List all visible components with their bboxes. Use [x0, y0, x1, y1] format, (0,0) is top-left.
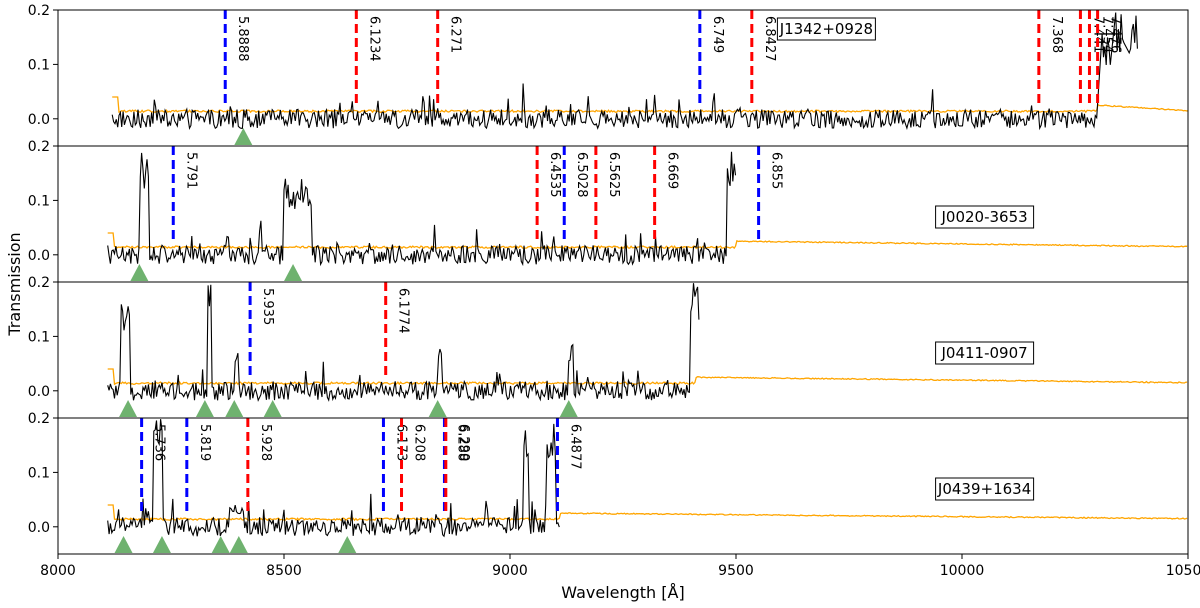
- panel-J1342+0928: 5.8888 6.1234 6.271 6.749 6.8427 7.368 7.4417.…: [28, 3, 1189, 147]
- marker-triangle: [225, 400, 244, 417]
- noise-curve: [107, 368, 1188, 386]
- x-axis-label: Wavelength [Å]: [561, 583, 684, 602]
- marker-triangle: [559, 400, 578, 417]
- quasar-label-box: [935, 477, 1035, 501]
- y-axis-label: Transmission: [5, 232, 24, 336]
- panel-frame: [57, 417, 1189, 555]
- absorber-label: 7.368: [1049, 16, 1064, 53]
- marker-triangle: [263, 400, 282, 417]
- plot-area: [111, 12, 1188, 131]
- y-tick-label: 0.2: [28, 139, 50, 155]
- absorber-label: 7.454: [1099, 16, 1114, 53]
- x-tick-label: 10500: [1166, 563, 1200, 579]
- absorber-label: 7.476: [1108, 16, 1123, 53]
- absorber-label: 6.749: [710, 16, 725, 53]
- absorber-label: 7.441: [1090, 16, 1105, 53]
- marker-triangle: [428, 400, 447, 417]
- absorber-label: 5.736: [152, 424, 167, 461]
- absorber-label: 6.290: [456, 424, 471, 461]
- absorber-label: 6.669: [665, 152, 680, 189]
- y-tick-label: 0.2: [28, 3, 50, 19]
- y-tick-label: 0.0: [28, 112, 50, 128]
- absorber-label: 6.208: [412, 424, 427, 461]
- absorber-label: 6.5625: [606, 152, 621, 198]
- marker-triangle: [119, 400, 138, 417]
- absorber-label: 6.173: [393, 424, 408, 461]
- y-tick-label: 0.1: [28, 57, 50, 73]
- y-tick-label: 0.0: [28, 520, 50, 536]
- panel-J0020-3653: 5.791 6.4535 6.5028 6.5625 6.669 6.855 J0020-3…: [28, 139, 1189, 283]
- absorber-label: 6.4877: [567, 424, 582, 470]
- absorber-label: 6.288: [454, 424, 469, 461]
- marker-triangle: [152, 536, 171, 553]
- absorber-label: 6.855: [769, 152, 784, 189]
- noise-curve: [107, 232, 1188, 250]
- quasar-label: J0439+1634: [937, 480, 1031, 498]
- panel-J0411-0907: 5.935 6.1774 J0411-0907 0.0 0.1 0.2: [28, 275, 1189, 419]
- y-tick-label: 0.0: [28, 248, 50, 264]
- absorber-label: 6.5028: [574, 152, 589, 198]
- noise-curve: [112, 96, 1188, 114]
- y-tick-label: 0.2: [28, 275, 50, 291]
- absorber-label: 5.791: [183, 152, 198, 189]
- marker-triangle: [284, 264, 303, 281]
- absorber-label: 6.271: [448, 16, 463, 53]
- absorber-label: 6.1234: [366, 16, 381, 62]
- transmission-curve: [107, 419, 560, 538]
- plot-area: [107, 151, 1188, 267]
- marker-triangle: [211, 536, 230, 553]
- transmission-curve: [111, 12, 1138, 131]
- marker-triangle: [130, 264, 149, 281]
- y-tick-label: 0.1: [28, 465, 50, 481]
- marker-triangle: [114, 536, 133, 553]
- plot-area: [107, 419, 1188, 538]
- x-tick-label: 8000: [40, 563, 76, 579]
- marker-triangle: [195, 400, 214, 417]
- x-tick-label: 9000: [492, 563, 528, 579]
- marker-triangle: [229, 536, 248, 553]
- y-tick-label: 0.0: [28, 384, 50, 400]
- quasar-label: J0020-3653: [941, 208, 1028, 226]
- absorber-label: 5.935: [260, 288, 275, 325]
- quasar-label: J0411-0907: [941, 344, 1028, 362]
- absorber-label: 6.8427: [762, 16, 777, 62]
- absorber-label: 5.8888: [235, 16, 250, 61]
- quasar-label: J1342+0928: [779, 20, 873, 38]
- marker-triangle: [338, 536, 357, 553]
- absorber-label: 6.4535: [547, 152, 562, 198]
- noise-curve: [107, 504, 1188, 522]
- marker-triangle: [234, 128, 253, 145]
- absorber-label: 5.819: [197, 424, 212, 461]
- y-tick-label: 0.1: [28, 193, 50, 209]
- transmission-curve: [107, 283, 700, 402]
- x-tick-label: 10000: [940, 563, 985, 579]
- x-tick-label: 9500: [718, 563, 754, 579]
- plot-area: [107, 283, 1188, 402]
- absorber-label: 6.1774: [396, 288, 411, 334]
- y-tick-label: 0.1: [28, 329, 50, 345]
- x-tick-label: 8500: [266, 563, 302, 579]
- absorber-label: 5.928: [258, 424, 273, 461]
- quasar-label-box: [935, 205, 1035, 229]
- quasar-label-box: [935, 341, 1035, 365]
- transmission-curve: [107, 151, 737, 267]
- quasar-label-box: [776, 17, 876, 41]
- y-tick-label: 0.2: [28, 411, 50, 427]
